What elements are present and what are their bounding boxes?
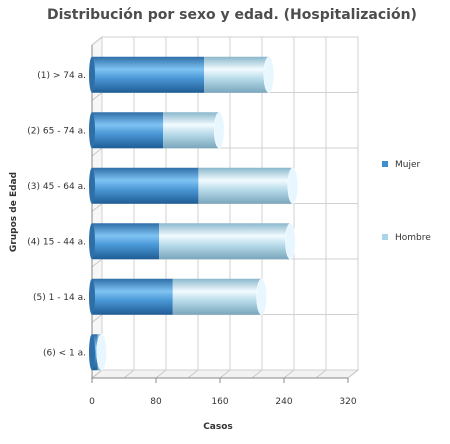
y-tick-label: (1) > 74 a. [37,71,86,81]
bar-end-cap [285,223,296,260]
x-axis-label: Casos [203,422,233,432]
legend-swatch-mujer [382,161,388,167]
bar-start-cap [89,334,95,371]
bar-start-cap [89,167,95,204]
y-tick-label: (4) 15 - 44 a. [27,237,86,247]
y-gridline-side [91,203,103,212]
bar-end-cap [287,167,299,204]
bar-end-cap [96,334,107,371]
bar-end-cap [256,278,267,315]
bar-segment-hombre [204,56,269,93]
x-tick-label: 240 [275,397,292,407]
bar-segment-hombre [159,223,291,260]
y-tick-label: (6) < 1 a. [43,348,86,358]
legend: Mujer Hombre [382,160,431,243]
chart-title: Distribución por sexo y edad. (Hospitali… [47,7,417,23]
bar-end-cap [263,56,275,93]
y-tick-label: (5) 1 - 14 a. [33,293,86,303]
x-gridline-floor [347,369,359,379]
bar-start-cap [89,56,95,93]
bar-segment-mujer [92,278,173,315]
bar-segment-mujer [92,167,199,204]
y-gridline-side [91,92,103,101]
x-gridline-floor [315,369,327,379]
x-tick-label: 160 [211,397,228,407]
y-gridline-side [91,36,103,46]
y-tick-label: (2) 65 - 74 a. [27,126,86,136]
y-gridline-side [91,147,103,157]
y-tick-label: (3) 45 - 64 a. [27,182,86,192]
x-gridline-floor [251,369,263,379]
legend-swatch-hombre [382,234,388,240]
x-tick-label: 320 [339,397,356,407]
x-tick-label: 0 [89,397,95,407]
legend-label-mujer: Mujer [395,160,421,170]
bar-segment-hombre [198,167,293,204]
x-gridline-floor [187,369,199,379]
x-gridline-floor [155,369,167,379]
bar-start-cap [89,278,95,315]
x-tick-label: 80 [150,397,162,407]
y-axis-label: Grupos de Edad [9,172,19,252]
bar-start-cap [89,223,95,260]
bar-segment-hombre [172,278,262,315]
plot-area: 0 80 160 240 320 (1) > 74 a. (2) 65 - 74 a. (3)… [27,35,360,407]
x-gridline-floor [219,369,231,379]
x-gridline-floor [123,369,135,379]
y-gridline-side [91,258,103,268]
bar-segment-mujer [92,56,204,93]
legend-label-hombre: Hombre [395,233,431,243]
bar-segment-hombre [163,112,220,149]
bar-segment-mujer [92,112,164,149]
x-gridline-floor [283,369,295,379]
y-gridline-side [91,369,103,379]
bar-end-cap [213,112,225,149]
bar-segment-mujer [92,223,160,260]
bar-start-cap [89,112,95,149]
y-gridline-side [91,314,103,323]
